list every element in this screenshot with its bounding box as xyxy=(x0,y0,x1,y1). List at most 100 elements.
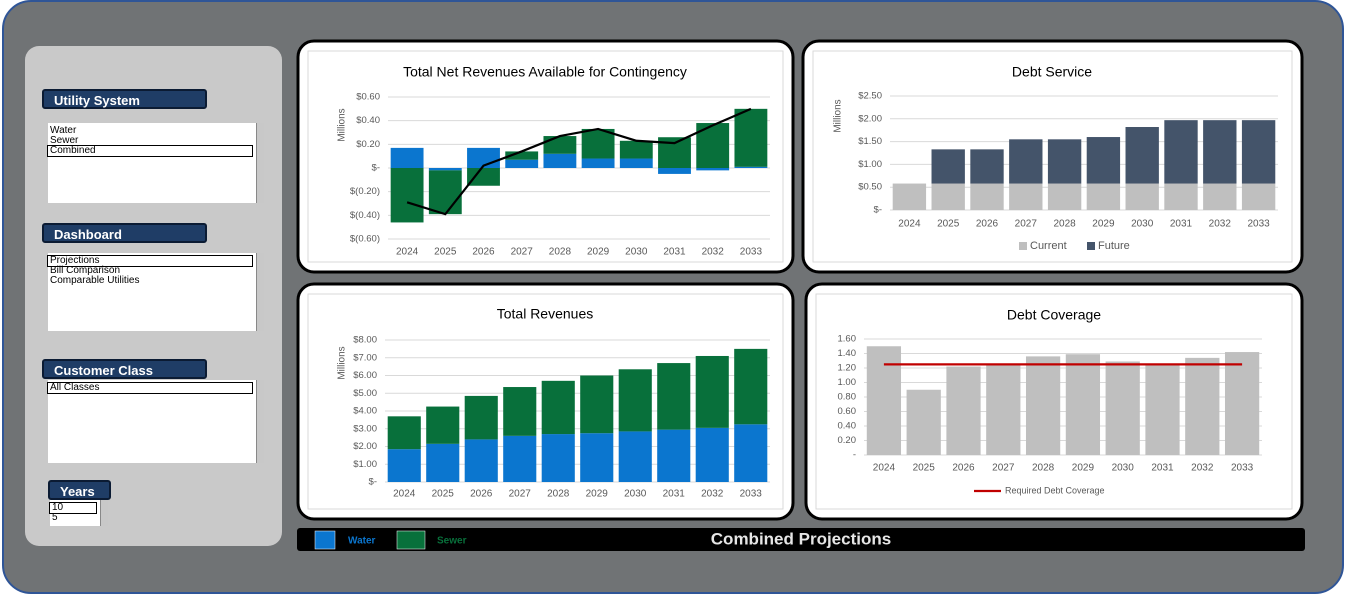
bar xyxy=(734,348,768,425)
bar xyxy=(1241,183,1276,210)
x-tick-label: 2032 xyxy=(702,247,725,258)
bar xyxy=(580,375,614,434)
bar xyxy=(1203,183,1237,210)
bar xyxy=(658,168,691,174)
x-tick-label: 2028 xyxy=(549,247,572,258)
bar xyxy=(1047,139,1082,184)
bar xyxy=(618,431,652,482)
bar xyxy=(892,183,927,210)
bar xyxy=(695,427,729,482)
x-tick-label: 2033 xyxy=(740,489,763,500)
x-tick-label: 2032 xyxy=(1191,463,1214,474)
x-tick-label: 2024 xyxy=(898,219,921,230)
group-header: Customer Class xyxy=(42,359,207,379)
x-tick-label: 2026 xyxy=(472,247,495,258)
y-tick-label: 0.60 xyxy=(838,406,857,417)
bar xyxy=(428,168,462,171)
y-axis-title: Millions xyxy=(337,346,348,379)
footer-legend-label: Water xyxy=(348,536,376,547)
y-tick-label: $0.20 xyxy=(356,139,380,150)
x-tick-label: 2026 xyxy=(952,463,975,474)
list-item[interactable]: All Classes xyxy=(47,382,253,394)
x-tick-label: 2024 xyxy=(393,489,416,500)
x-tick-label: 2028 xyxy=(1032,463,1055,474)
bar xyxy=(986,364,1021,455)
bar xyxy=(426,443,460,482)
x-tick-label: 2028 xyxy=(547,489,570,500)
bar xyxy=(387,416,421,450)
legend-swatch xyxy=(1019,242,1027,250)
bar xyxy=(464,395,498,440)
bar xyxy=(931,149,965,184)
chart-area xyxy=(815,293,1293,510)
bar xyxy=(619,158,653,168)
x-tick-label: 2033 xyxy=(740,247,763,258)
bar xyxy=(1164,120,1198,184)
y-tick-label: 1.40 xyxy=(838,348,857,359)
y-tick-label: $4.00 xyxy=(353,406,377,417)
chart-title: Total Net Revenues Available for Conting… xyxy=(403,64,687,80)
bar xyxy=(426,406,460,444)
y-tick-label: $(0.20) xyxy=(350,186,380,197)
bar xyxy=(1125,127,1159,184)
y-tick-label: - xyxy=(853,450,856,461)
x-tick-label: 2026 xyxy=(470,489,493,500)
bar xyxy=(1025,356,1061,455)
list-item[interactable]: 10 xyxy=(49,502,97,514)
list-item[interactable]: Combined xyxy=(47,145,253,157)
bar xyxy=(970,149,1004,184)
bar xyxy=(619,140,653,159)
bar xyxy=(1224,352,1260,455)
bar xyxy=(696,168,730,171)
x-tick-label: 2030 xyxy=(1131,219,1154,230)
bar xyxy=(464,439,498,482)
y-tick-label: $(0.60) xyxy=(350,234,380,245)
group-header: Years xyxy=(48,480,111,500)
y-tick-label: $5.00 xyxy=(353,388,377,399)
bar xyxy=(581,128,615,159)
bar xyxy=(503,435,537,482)
x-tick-label: 2031 xyxy=(663,247,686,258)
bar xyxy=(734,166,768,168)
list-item[interactable]: 5 xyxy=(52,512,58,523)
list-item[interactable]: Comparable Utilities xyxy=(50,275,140,286)
bar xyxy=(1105,361,1140,455)
scrollbar xyxy=(256,380,264,463)
bar xyxy=(946,366,981,455)
y-axis-title: Millions xyxy=(833,99,844,132)
footer-bar xyxy=(297,528,1305,551)
x-tick-label: 2024 xyxy=(873,463,896,474)
scrollbar xyxy=(100,500,108,526)
bar xyxy=(1185,357,1220,455)
x-tick-label: 2030 xyxy=(625,247,648,258)
y-tick-label: 1.00 xyxy=(838,377,857,388)
y-tick-label: 0.80 xyxy=(838,392,857,403)
y-tick-label: $3.00 xyxy=(353,423,377,434)
bar xyxy=(734,424,768,482)
bar xyxy=(541,380,575,435)
list-item[interactable]: Bill Comparison xyxy=(50,265,121,276)
chart-title: Total Revenues xyxy=(497,306,594,322)
bar xyxy=(1125,183,1159,210)
bar xyxy=(1047,183,1082,210)
x-tick-label: 2026 xyxy=(976,219,999,230)
x-tick-label: 2030 xyxy=(1112,463,1135,474)
y-tick-label: 0.40 xyxy=(838,421,857,432)
bar xyxy=(734,108,768,167)
x-tick-label: 2031 xyxy=(1151,463,1174,474)
bar xyxy=(503,387,537,436)
bar xyxy=(467,168,500,186)
list-item[interactable]: Projections xyxy=(47,255,253,267)
bar xyxy=(543,136,577,154)
y-tick-label: $8.00 xyxy=(353,335,377,346)
x-tick-label: 2027 xyxy=(1015,219,1038,230)
y-tick-label: $0.50 xyxy=(858,182,882,193)
list-item[interactable]: Water xyxy=(50,125,77,136)
bar xyxy=(1203,120,1237,184)
x-tick-label: 2032 xyxy=(701,489,724,500)
list-item[interactable]: Sewer xyxy=(50,135,79,146)
y-tick-label: 0.20 xyxy=(838,435,857,446)
bar xyxy=(970,183,1004,210)
bar xyxy=(1065,354,1101,455)
bar xyxy=(866,346,902,455)
